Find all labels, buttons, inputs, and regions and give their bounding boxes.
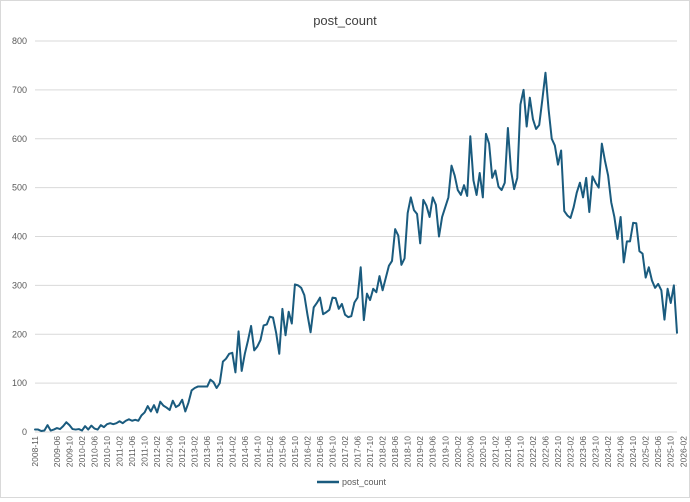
legend: post_count bbox=[317, 477, 387, 487]
x-tick-label: 2021-06 bbox=[503, 436, 513, 467]
x-tick-label: 2008-11 bbox=[30, 436, 40, 467]
x-tick-label: 2009-10 bbox=[64, 436, 74, 467]
x-tick-label: 2009-06 bbox=[52, 436, 62, 467]
x-axis-ticks: 2008-11 2009-06 2009-10 2010-02 2010-06 2010-… bbox=[30, 436, 688, 467]
x-tick-label: 2022-02 bbox=[528, 436, 538, 467]
y-axis-ticks: 0 100 200 300 400 500 600 700 800 bbox=[12, 36, 27, 437]
y-tick-label: 300 bbox=[12, 280, 27, 290]
y-tick-label: 100 bbox=[12, 378, 27, 388]
x-tick-label: 2012-06 bbox=[165, 436, 175, 467]
gridlines bbox=[35, 40, 677, 433]
x-tick-label: 2017-06 bbox=[353, 436, 363, 467]
x-tick-label: 2023-10 bbox=[591, 436, 601, 467]
x-tick-label: 2025-02 bbox=[641, 436, 651, 467]
x-tick-label: 2022-10 bbox=[553, 436, 563, 467]
x-tick-label: 2010-02 bbox=[77, 436, 87, 467]
y-tick-label: 800 bbox=[12, 36, 27, 46]
x-tick-label: 2010-06 bbox=[90, 436, 100, 467]
x-tick-label: 2015-10 bbox=[290, 436, 300, 467]
x-tick-label: 2019-10 bbox=[440, 436, 450, 467]
series-line-post-count bbox=[34, 71, 678, 433]
x-tick-label: 2011-02 bbox=[115, 436, 125, 467]
x-tick-label: 2018-06 bbox=[390, 436, 400, 467]
x-tick-label: 2014-06 bbox=[240, 436, 250, 467]
chart-title: post_count bbox=[313, 13, 377, 28]
x-tick-label: 2015-02 bbox=[265, 436, 275, 467]
x-tick-label: 2018-10 bbox=[403, 436, 413, 467]
y-tick-label: 0 bbox=[22, 427, 27, 437]
plot-area bbox=[34, 71, 678, 433]
x-tick-label: 2026-02 bbox=[678, 436, 688, 467]
x-tick-label: 2012-02 bbox=[152, 436, 162, 467]
y-tick-label: 500 bbox=[12, 183, 27, 193]
y-tick-label: 700 bbox=[12, 85, 27, 95]
x-tick-label: 2019-02 bbox=[415, 436, 425, 467]
x-tick-label: 2017-10 bbox=[365, 436, 375, 467]
x-tick-label: 2023-02 bbox=[566, 436, 576, 467]
x-tick-label: 2016-10 bbox=[328, 436, 338, 467]
x-tick-label: 2025-10 bbox=[666, 436, 676, 467]
x-tick-label: 2019-06 bbox=[428, 436, 438, 467]
x-tick-label: 2024-10 bbox=[628, 436, 638, 467]
x-tick-label: 2020-02 bbox=[453, 436, 463, 467]
x-tick-label: 2016-06 bbox=[315, 436, 325, 467]
x-tick-label: 2012-10 bbox=[177, 436, 187, 467]
x-tick-label: 2025-06 bbox=[653, 436, 663, 467]
x-tick-label: 2023-06 bbox=[578, 436, 588, 467]
x-tick-label: 2013-02 bbox=[190, 436, 200, 467]
x-tick-label: 2013-06 bbox=[202, 436, 212, 467]
x-tick-label: 2024-06 bbox=[616, 436, 626, 467]
x-tick-label: 2014-02 bbox=[227, 436, 237, 467]
y-tick-label: 200 bbox=[12, 329, 27, 339]
y-tick-label: 600 bbox=[12, 134, 27, 144]
x-tick-label: 2013-10 bbox=[215, 436, 225, 467]
legend-label: post_count bbox=[342, 477, 387, 487]
x-tick-label: 2016-02 bbox=[302, 436, 312, 467]
x-tick-label: 2015-06 bbox=[277, 436, 287, 467]
x-tick-label: 2020-06 bbox=[465, 436, 475, 467]
x-tick-label: 2011-06 bbox=[127, 436, 137, 467]
x-tick-label: 2017-02 bbox=[340, 436, 350, 467]
x-tick-label: 2018-02 bbox=[378, 436, 388, 467]
x-tick-label: 2021-10 bbox=[515, 436, 525, 467]
x-tick-label: 2020-10 bbox=[478, 436, 488, 467]
x-tick-label: 2011-10 bbox=[140, 436, 150, 467]
x-tick-label: 2022-06 bbox=[540, 436, 550, 467]
x-tick-label: 2021-02 bbox=[490, 436, 500, 467]
x-tick-label: 2024-02 bbox=[603, 436, 613, 467]
x-tick-label: 2010-10 bbox=[102, 436, 112, 467]
y-tick-label: 400 bbox=[12, 232, 27, 242]
x-tick-label: 2014-10 bbox=[252, 436, 262, 467]
